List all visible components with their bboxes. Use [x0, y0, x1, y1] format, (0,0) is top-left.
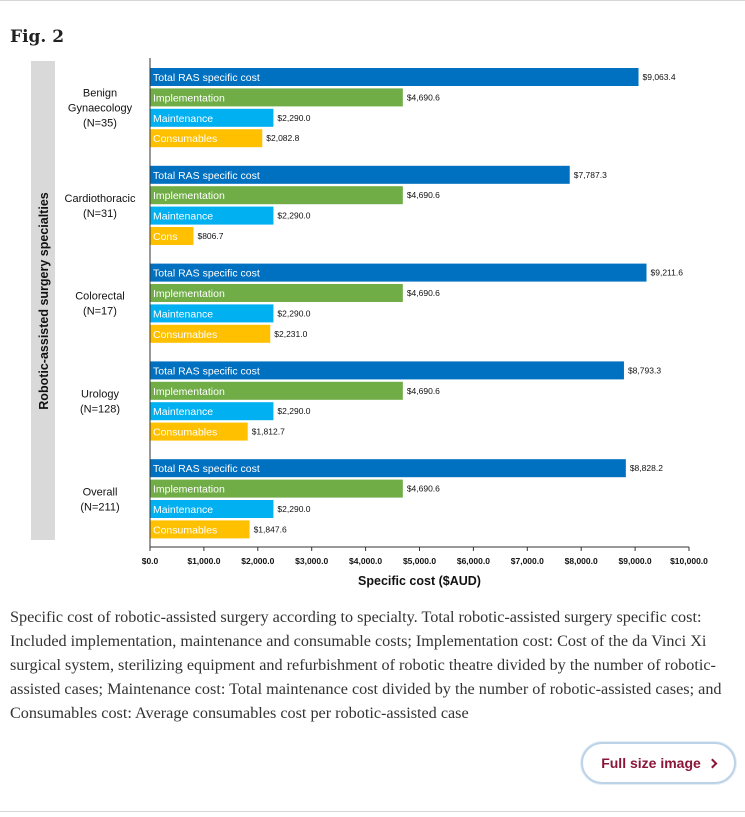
category-label: Overall [83, 486, 118, 498]
bar-total [150, 459, 626, 478]
bar-label: Implementation [153, 386, 225, 398]
data-label: $2,290.0 [277, 113, 310, 123]
bar-label: Maintenance [153, 308, 213, 320]
category-label: (N=35) [83, 118, 117, 130]
bar-label: Total RAS specific cost [153, 365, 260, 377]
category-label: (N=17) [83, 306, 117, 318]
x-tick-label: $5,000.0 [403, 556, 436, 566]
data-label: $8,828.2 [630, 463, 663, 473]
bottom-divider [0, 811, 745, 812]
data-label: $2,290.0 [277, 504, 310, 514]
data-label: $4,690.6 [407, 386, 440, 396]
bar-consumables [150, 520, 250, 539]
data-label: $2,290.0 [277, 406, 310, 416]
x-tick-label: $8,000.0 [565, 556, 598, 566]
x-tick-label: $6,000.0 [457, 556, 490, 566]
bar-total [150, 165, 570, 184]
bar-implementation [150, 284, 403, 302]
data-label: $9,211.6 [651, 268, 684, 278]
bar-label: Consumables [153, 427, 217, 439]
data-label: $4,690.6 [407, 484, 440, 494]
x-tick-label: $1,000.0 [187, 556, 220, 566]
category-label: Cardiothoracic [65, 193, 136, 205]
category-label: Colorectal [75, 291, 125, 303]
data-label: $1,812.7 [252, 427, 285, 437]
data-label: $8,793.3 [628, 365, 661, 375]
data-label: $806.7 [197, 231, 223, 241]
bar-label: Cons [153, 231, 178, 243]
bar-label: Consumables [153, 329, 217, 341]
bar-label: Implementation [153, 484, 225, 496]
bar-label: Maintenance [153, 113, 213, 125]
data-label: $2,231.0 [274, 329, 307, 339]
bar-maintenance [150, 304, 274, 323]
bar-label: Total RAS specific cost [153, 268, 260, 280]
bar-label: Implementation [153, 190, 225, 202]
x-tick-label: $0.0 [142, 556, 159, 566]
bar-label: Maintenance [153, 504, 213, 516]
full-size-image-label: Full size image [601, 755, 701, 771]
data-label: $1,847.6 [254, 524, 287, 534]
bar-consumables [150, 129, 263, 148]
bar-label: Maintenance [153, 211, 213, 223]
bar-total [150, 263, 647, 282]
x-tick-label: $2,000.0 [241, 556, 274, 566]
figure-caption: Specific cost of robotic-assisted surger… [10, 608, 722, 722]
x-axis-label: Specific cost ($AUD) [358, 574, 481, 588]
category-label: (N=31) [83, 208, 117, 220]
chevron-right-icon [707, 758, 718, 769]
bar-implementation [150, 88, 403, 107]
bar-label: Maintenance [153, 406, 213, 418]
bar-label: Total RAS specific cost [153, 463, 260, 475]
bar-total [150, 361, 624, 380]
y-axis-label: Robotic-assisted surgery specialties [37, 192, 51, 409]
category-label: Urology [81, 389, 119, 401]
bar-label: Implementation [153, 92, 225, 104]
figure-title: Fig. 2 [10, 27, 65, 47]
bar-label: Total RAS specific cost [153, 170, 260, 182]
data-label: $4,690.6 [407, 288, 440, 298]
data-label: $7,787.3 [574, 170, 607, 180]
x-tick-label: $10,000.0 [670, 556, 708, 566]
full-size-image-button[interactable]: Full size image [581, 742, 736, 784]
y-axis-label-band [31, 61, 55, 540]
bar-implementation [150, 479, 403, 498]
category-label: (N=128) [80, 404, 120, 416]
bar-implementation [150, 186, 403, 205]
data-label: $9,063.4 [643, 72, 676, 82]
bar-consumables [150, 422, 248, 441]
data-label: $2,082.8 [266, 133, 299, 143]
bar-maintenance [150, 500, 274, 518]
top-divider [0, 0, 745, 1]
data-label: $4,690.6 [407, 92, 440, 102]
bar-label: Consumables [153, 133, 217, 145]
bar-label: Consumables [153, 524, 217, 536]
bar-total [150, 68, 639, 86]
data-label: $2,290.0 [277, 308, 310, 318]
bar-label: Total RAS specific cost [153, 72, 260, 84]
x-tick-label: $4,000.0 [349, 556, 382, 566]
bar-maintenance [150, 108, 274, 127]
cost-bar-chart: Robotic-assisted surgery specialties Beni… [31, 58, 708, 588]
category-label: Gynaecology [68, 103, 133, 115]
category-label: (N=211) [80, 501, 119, 513]
data-label: $4,690.6 [407, 190, 440, 200]
bar-label: Implementation [153, 288, 225, 300]
bar-maintenance [150, 206, 274, 225]
bar-consumables [150, 227, 194, 245]
category-label: Benign [83, 88, 117, 100]
bar-implementation [150, 381, 403, 400]
bar-consumables [150, 324, 271, 343]
data-label: $2,290.0 [277, 211, 310, 221]
x-tick-label: $9,000.0 [619, 556, 652, 566]
bar-maintenance [150, 402, 274, 421]
x-tick-label: $3,000.0 [295, 556, 328, 566]
x-tick-label: $7,000.0 [511, 556, 544, 566]
